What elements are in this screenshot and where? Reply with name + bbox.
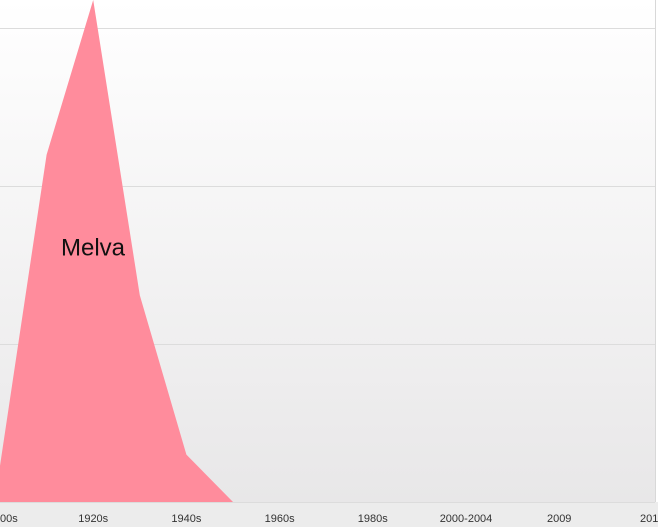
x-tick-label: 201 xyxy=(640,513,658,525)
x-tick-label: 1940s xyxy=(171,513,201,525)
x-tick-label: 00s xyxy=(0,513,18,525)
x-tick-label: 2009 xyxy=(547,513,571,525)
x-tick-label: 1920s xyxy=(78,513,108,525)
series-label: Melva xyxy=(61,234,126,261)
x-tick-label: 2000-2004 xyxy=(440,513,493,525)
area xyxy=(0,0,653,502)
x-tick-label: 1960s xyxy=(265,513,295,525)
axis-background xyxy=(0,502,658,527)
x-tick-label: 1980s xyxy=(358,513,388,525)
